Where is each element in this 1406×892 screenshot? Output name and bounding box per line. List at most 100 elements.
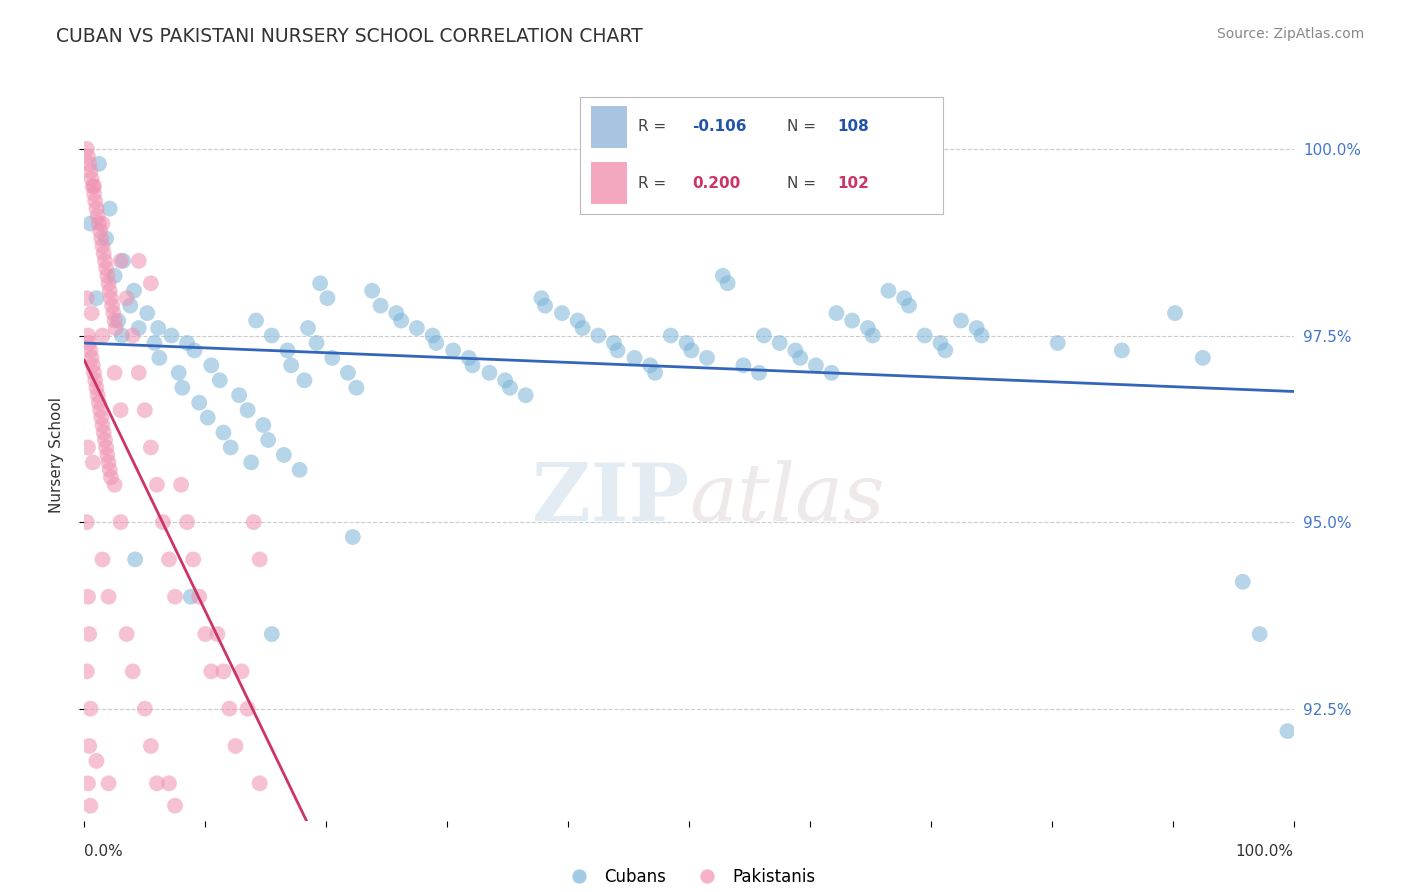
Point (94, 261, 117, 276)
Point (441, 343, 464, 358)
Point (571, 321, 593, 335)
Point (87, 217, 110, 231)
Point (297, 321, 319, 335)
Point (98, 202, 121, 216)
Point (877, 284, 900, 298)
Text: ZIP: ZIP (531, 459, 689, 538)
Point (76, 291, 98, 305)
Point (461, 359, 484, 373)
Point (200, 665, 222, 679)
Point (567, 313, 589, 327)
Point (219, 441, 242, 455)
Point (225, 739, 247, 753)
Point (100, 291, 122, 305)
Point (231, 665, 253, 679)
Point (236, 701, 259, 715)
Point (77, 590, 100, 604)
Point (966, 321, 988, 335)
Point (194, 627, 217, 641)
Point (696, 351, 718, 365)
Point (588, 328, 610, 343)
Point (717, 277, 740, 291)
Point (733, 359, 755, 373)
Point (346, 381, 368, 395)
Point (110, 515, 132, 529)
Point (77, 441, 100, 455)
Point (91, 239, 114, 253)
Point (134, 403, 156, 417)
Text: 0.0%: 0.0% (84, 845, 124, 859)
Point (929, 335, 952, 350)
Point (1164, 306, 1187, 320)
Point (260, 627, 283, 641)
Legend: Cubans, Pakistanis: Cubans, Pakistanis (555, 862, 823, 892)
Point (294, 373, 316, 387)
Point (534, 299, 557, 313)
Point (841, 313, 863, 327)
Point (103, 306, 125, 320)
Point (104, 268, 127, 283)
Point (893, 291, 915, 305)
Text: 100.0%: 100.0% (1236, 845, 1294, 859)
Point (128, 321, 150, 335)
Point (856, 321, 879, 335)
Point (136, 306, 159, 320)
Point (160, 328, 183, 343)
Point (104, 313, 127, 327)
Point (98, 284, 121, 298)
Point (146, 321, 169, 335)
Point (80, 351, 103, 365)
Point (638, 359, 661, 373)
Point (86, 754, 108, 768)
Point (97, 277, 120, 291)
Point (86, 291, 108, 305)
Point (94, 433, 117, 447)
Point (898, 299, 921, 313)
Point (104, 366, 127, 380)
Point (515, 388, 537, 402)
Point (121, 665, 143, 679)
Point (167, 366, 190, 380)
Point (80, 171, 103, 186)
Point (240, 455, 263, 469)
Point (76, 665, 98, 679)
Point (257, 433, 280, 447)
Point (91, 418, 114, 433)
Point (165, 590, 187, 604)
Point (90, 410, 112, 425)
Point (245, 313, 267, 327)
Point (82, 359, 104, 373)
Point (804, 359, 827, 373)
Point (134, 701, 156, 715)
Point (406, 321, 429, 335)
Point (273, 448, 295, 462)
Point (87, 157, 110, 171)
Point (785, 343, 807, 358)
Point (644, 366, 666, 380)
Point (218, 701, 240, 715)
Point (83, 186, 105, 201)
Point (530, 291, 553, 305)
Point (86, 381, 108, 395)
Point (121, 328, 143, 343)
Point (124, 552, 146, 566)
Point (82, 455, 104, 469)
Point (623, 351, 645, 365)
Point (87, 395, 110, 409)
Point (212, 425, 235, 440)
Point (79, 164, 101, 178)
Point (305, 335, 328, 350)
Point (76, 142, 98, 156)
Point (86, 202, 108, 216)
Point (112, 253, 135, 268)
Point (104, 321, 127, 335)
Point (77, 776, 100, 790)
Point (280, 359, 302, 373)
Point (111, 328, 134, 343)
Point (659, 328, 682, 343)
Point (752, 328, 775, 343)
Point (422, 328, 444, 343)
Point (249, 776, 271, 790)
Point (94, 441, 117, 455)
Point (90, 231, 112, 245)
